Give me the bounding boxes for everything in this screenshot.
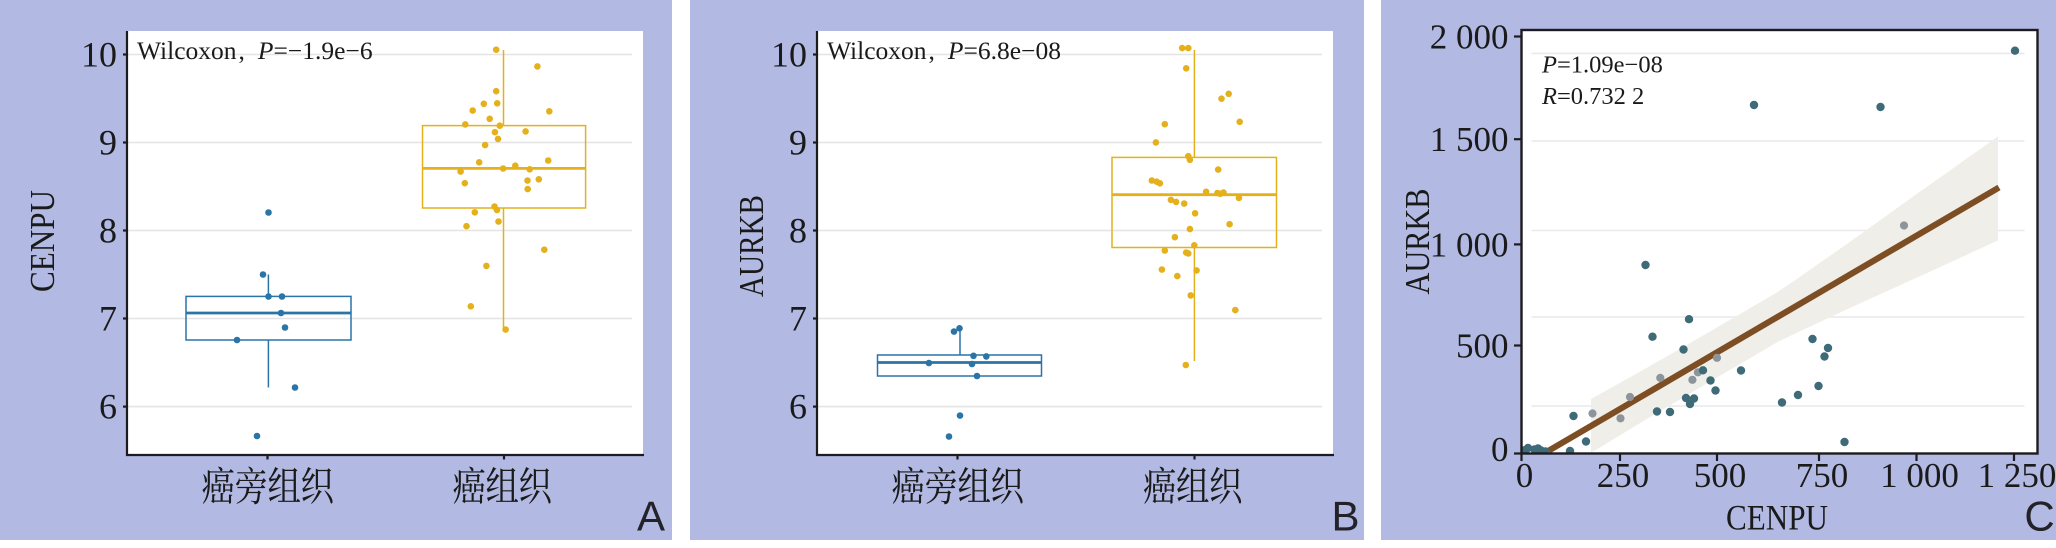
svg-text:8: 8 [789, 211, 807, 251]
svg-text:7: 7 [789, 299, 807, 339]
svg-text:P=1.09e−08: P=1.09e−08 [1541, 52, 1663, 79]
svg-text:10: 10 [771, 35, 807, 75]
svg-text:CENPU: CENPU [23, 190, 62, 292]
svg-text:10: 10 [81, 35, 117, 75]
svg-text:1 500: 1 500 [1430, 120, 1509, 159]
svg-text:8: 8 [99, 211, 117, 251]
svg-text:1 000: 1 000 [1430, 225, 1509, 264]
svg-text:9: 9 [99, 123, 117, 163]
svg-text:6: 6 [99, 387, 117, 427]
svg-text:0: 0 [1516, 456, 1534, 495]
svg-text:B: B [1331, 493, 1359, 540]
svg-text:750: 750 [1796, 456, 1849, 495]
svg-text:R=0.732 2: R=0.732 2 [1541, 83, 1644, 110]
svg-text:1 000: 1 000 [1880, 456, 1959, 495]
svg-text:0: 0 [1491, 430, 1509, 469]
svg-text:A: A [637, 493, 665, 540]
svg-text:AURKB: AURKB [1398, 189, 1437, 295]
svg-text:AURKB: AURKB [732, 195, 771, 297]
svg-text:250: 250 [1597, 456, 1650, 495]
svg-text:500: 500 [1456, 327, 1509, 366]
svg-text:1 250: 1 250 [1978, 456, 2056, 495]
svg-text:500: 500 [1694, 456, 1747, 495]
svg-text:CENPU: CENPU [1726, 498, 1828, 538]
svg-text:9: 9 [789, 123, 807, 163]
svg-text:2 000: 2 000 [1430, 18, 1509, 57]
svg-text:C: C [2024, 493, 2054, 540]
svg-text:6: 6 [789, 387, 807, 427]
svg-text:7: 7 [99, 299, 117, 339]
